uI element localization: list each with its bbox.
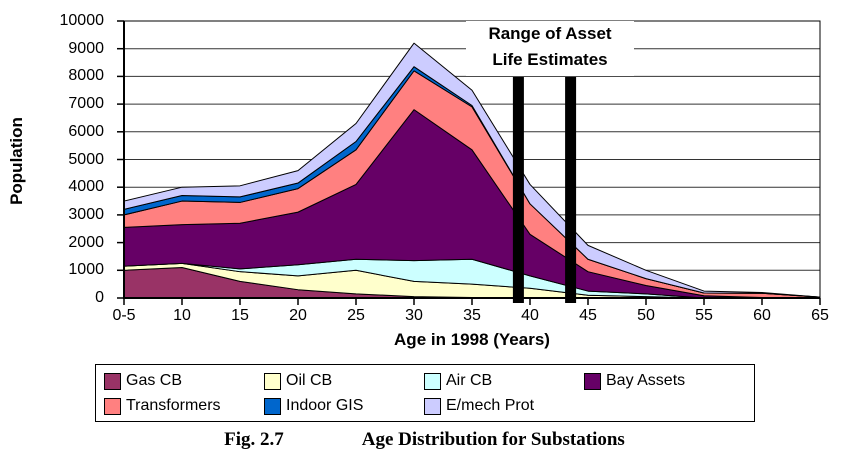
y-tick-label: 4000 xyxy=(68,178,104,196)
y-tick-label: 8000 xyxy=(68,67,104,85)
y-tick-label: 1000 xyxy=(68,261,104,279)
x-tick-label: 45 xyxy=(579,307,597,324)
x-axis-title: Age in 1998 (Years) xyxy=(394,330,550,349)
stacked-area-chart xyxy=(117,20,821,305)
y-tick-label: 9000 xyxy=(68,39,104,57)
annotation-range-of-asset-life: Range of Asset Life Estimates xyxy=(466,21,634,76)
y-tick-label: 5000 xyxy=(68,150,104,168)
x-tick-label: 30 xyxy=(405,307,423,324)
y-axis-title: Population xyxy=(7,117,26,205)
legend-item-transformers: Transformers xyxy=(104,396,221,416)
y-tick-label: 0 xyxy=(95,289,104,306)
y-tick-label: 3000 xyxy=(68,205,104,223)
emech-prot-swatch xyxy=(424,397,441,415)
legend-item-air-cb: Air CB xyxy=(424,371,492,391)
legend-label: Gas CB xyxy=(126,372,183,389)
legend-label: Air CB xyxy=(446,372,493,389)
legend-label: Indoor GIS xyxy=(286,397,364,414)
indoor-gis-swatch xyxy=(264,397,281,415)
y-tick-label: 10000 xyxy=(59,12,105,29)
annotation-line-2: Life Estimates xyxy=(492,50,608,69)
legend-item-indoor-gis: Indoor GIS xyxy=(264,396,363,416)
x-tick-label: 40 xyxy=(521,307,539,324)
x-tick-label: 55 xyxy=(695,307,713,324)
y-tick-label: 2000 xyxy=(68,233,104,251)
legend-label: Bay Assets xyxy=(606,372,686,389)
gas-cb-swatch xyxy=(104,372,121,390)
legend-item-emech-prot: E/mech Prot xyxy=(424,396,534,416)
annotation-line-1: Range of Asset xyxy=(488,24,612,43)
x-tick-label: 20 xyxy=(289,307,307,324)
chart-legend: Gas CB Oil CB Air CB Bay Assets Transfor… xyxy=(95,364,755,422)
legend-label: E/mech Prot xyxy=(446,397,535,414)
area-band-e-mech-prot xyxy=(123,42,821,298)
transformers-swatch xyxy=(104,397,121,415)
legend-label: Oil CB xyxy=(286,372,333,389)
x-tick-label: 35 xyxy=(463,307,481,324)
x-tick-label: 50 xyxy=(637,307,655,324)
legend-item-oil-cb: Oil CB xyxy=(264,371,332,391)
x-tick-label: 65 xyxy=(811,307,829,324)
asset-life-range-bar xyxy=(565,77,577,303)
x-tick-label: 0-5 xyxy=(112,307,136,324)
figure-number: Fig. 2.7 xyxy=(224,429,284,450)
figure-title: Age Distribution for Substations xyxy=(361,429,625,450)
oil-cb-swatch xyxy=(264,372,281,390)
x-tick-label: 25 xyxy=(347,307,365,324)
legend-item-bay-assets: Bay Assets xyxy=(584,371,685,391)
asset-life-range-bar xyxy=(512,77,524,303)
bay-assets-swatch xyxy=(584,372,601,390)
legend-item-gas-cb: Gas CB xyxy=(104,371,182,391)
x-tick-label: 10 xyxy=(173,307,191,324)
air-cb-swatch xyxy=(424,372,441,390)
y-tick-label: 6000 xyxy=(68,122,104,140)
y-tick-label: 7000 xyxy=(68,95,104,113)
x-tick-label: 15 xyxy=(231,307,249,324)
legend-label: Transformers xyxy=(126,397,221,414)
x-tick-label: 60 xyxy=(753,307,771,324)
figure-caption: Fig. 2.7 Age Distribution for Substation… xyxy=(0,429,849,451)
